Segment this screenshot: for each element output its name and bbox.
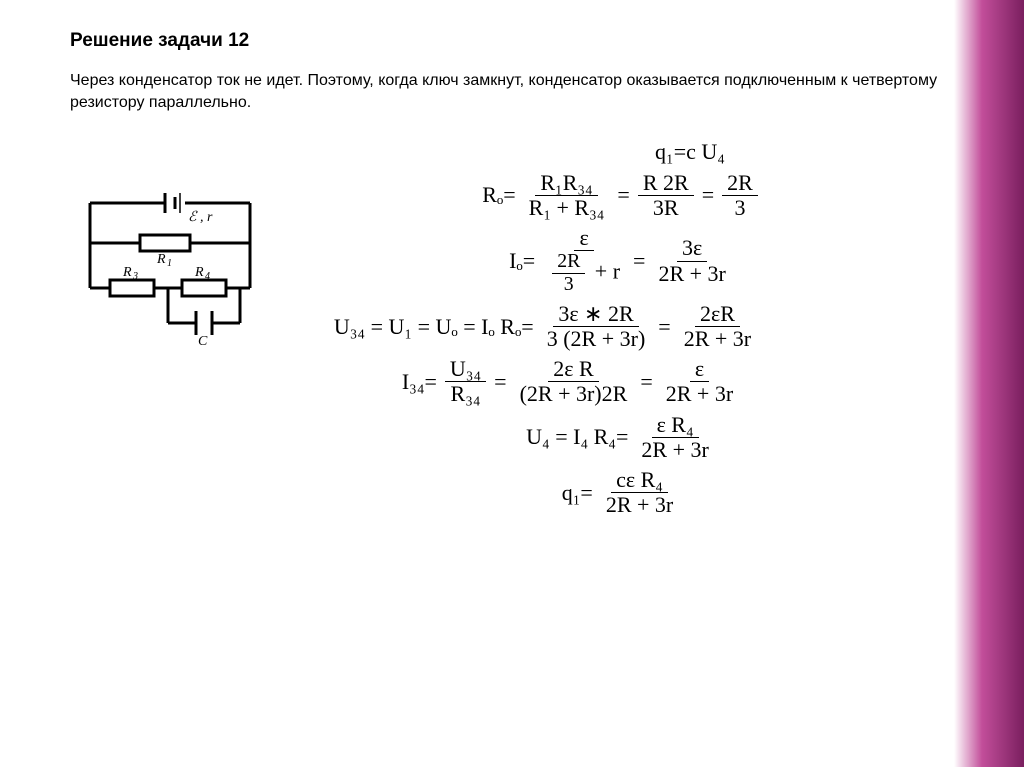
equations-block: q₁ = c U₄ Rₒ = R₁R₃₄R₁ + R₃₄ = R 2R3R = … xyxy=(290,133,950,524)
eq-q1final: q₁ = cε R₄2R + 3r xyxy=(290,468,950,517)
eq-Io: Iₒ = ε 2R 3 + r = 3ε2R + 3r xyxy=(290,226,950,296)
svg-text:R: R xyxy=(156,252,166,267)
slide-side-gradient xyxy=(954,0,1024,767)
intro-paragraph: Через конденсатор ток не идет. Поэтому, … xyxy=(70,70,950,115)
svg-text:ℰ , r: ℰ , r xyxy=(188,210,213,225)
heading-solution: Решение задачи 12 xyxy=(70,30,950,52)
eq-Ro: Rₒ = R₁R₃₄R₁ + R₃₄ = R 2R3R = 2R3 xyxy=(290,171,950,220)
eq-I34: I₃₄ = U₃₄R₃₄ = 2ε R(2R + 3r)2R = ε2R + 3… xyxy=(190,357,950,406)
eq-U4: U₄ = I₄ R₄ = ε R₄2R + 3r xyxy=(290,413,950,462)
svg-text:1: 1 xyxy=(167,258,172,269)
svg-text:4: 4 xyxy=(205,271,210,282)
svg-text:R: R xyxy=(194,265,204,280)
svg-text:3: 3 xyxy=(132,271,138,282)
svg-text:R: R xyxy=(122,265,132,280)
eq-U34: U₃₄ = U₁ = Uₒ = Iₒ Rₒ = 3ε ∗ 2R3 (2R + 3… xyxy=(140,302,950,351)
eq-q1: q₁ = c U₄ xyxy=(430,139,950,165)
